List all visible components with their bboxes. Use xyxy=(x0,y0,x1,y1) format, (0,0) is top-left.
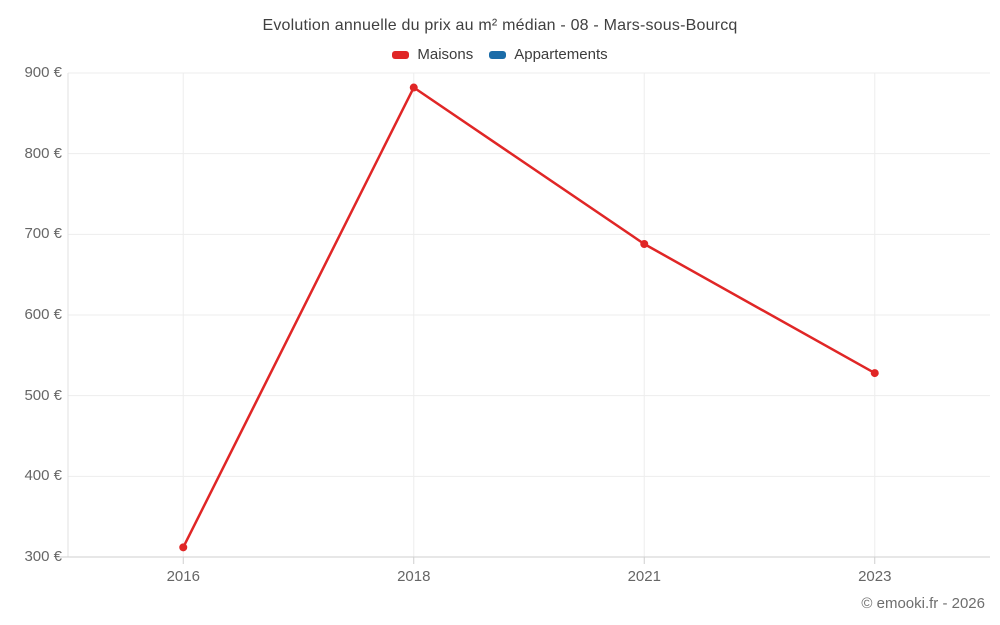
appartements-series-swatch-icon xyxy=(489,50,507,59)
x-axis-label-2016: 2016 xyxy=(166,568,200,585)
y-axis-label-700: 700 € xyxy=(24,225,62,243)
y-axis-label-300: 300 € xyxy=(24,548,62,565)
legend-label-appartements: Appartements xyxy=(514,46,608,63)
x-axis-label-2018: 2018 xyxy=(397,568,431,585)
y-axis-label-500: 500 € xyxy=(24,386,62,404)
legend: Maisons Appartements xyxy=(0,46,1000,63)
legend-item-maisons[interactable]: Maisons xyxy=(392,46,473,63)
maisons-line xyxy=(182,86,876,549)
maisons-data-point-2021 xyxy=(640,240,649,249)
legend-label-maisons: Maisons xyxy=(417,46,474,63)
credits-link[interactable]: © emooki.fr - 2026 xyxy=(861,595,985,612)
x-axis-label-2021: 2021 xyxy=(627,568,661,585)
maisons-data-point-2018 xyxy=(409,83,418,92)
y-axis-label-400: 400 € xyxy=(24,467,62,485)
x-axis-label-2023: 2023 xyxy=(858,568,892,585)
maisons-series-swatch-icon xyxy=(392,50,410,59)
y-axis-label-600: 600 € xyxy=(24,306,62,323)
maisons-data-point-2016 xyxy=(179,543,188,552)
y-axis-label-800: 800 € xyxy=(24,144,62,162)
legend-item-appartements[interactable]: Appartements xyxy=(489,46,608,63)
y-axis-label-900: 900 € xyxy=(24,64,62,81)
chart-title: Evolution annuelle du prix au m² médian … xyxy=(262,17,738,34)
maisons-data-point-2023 xyxy=(870,369,879,378)
